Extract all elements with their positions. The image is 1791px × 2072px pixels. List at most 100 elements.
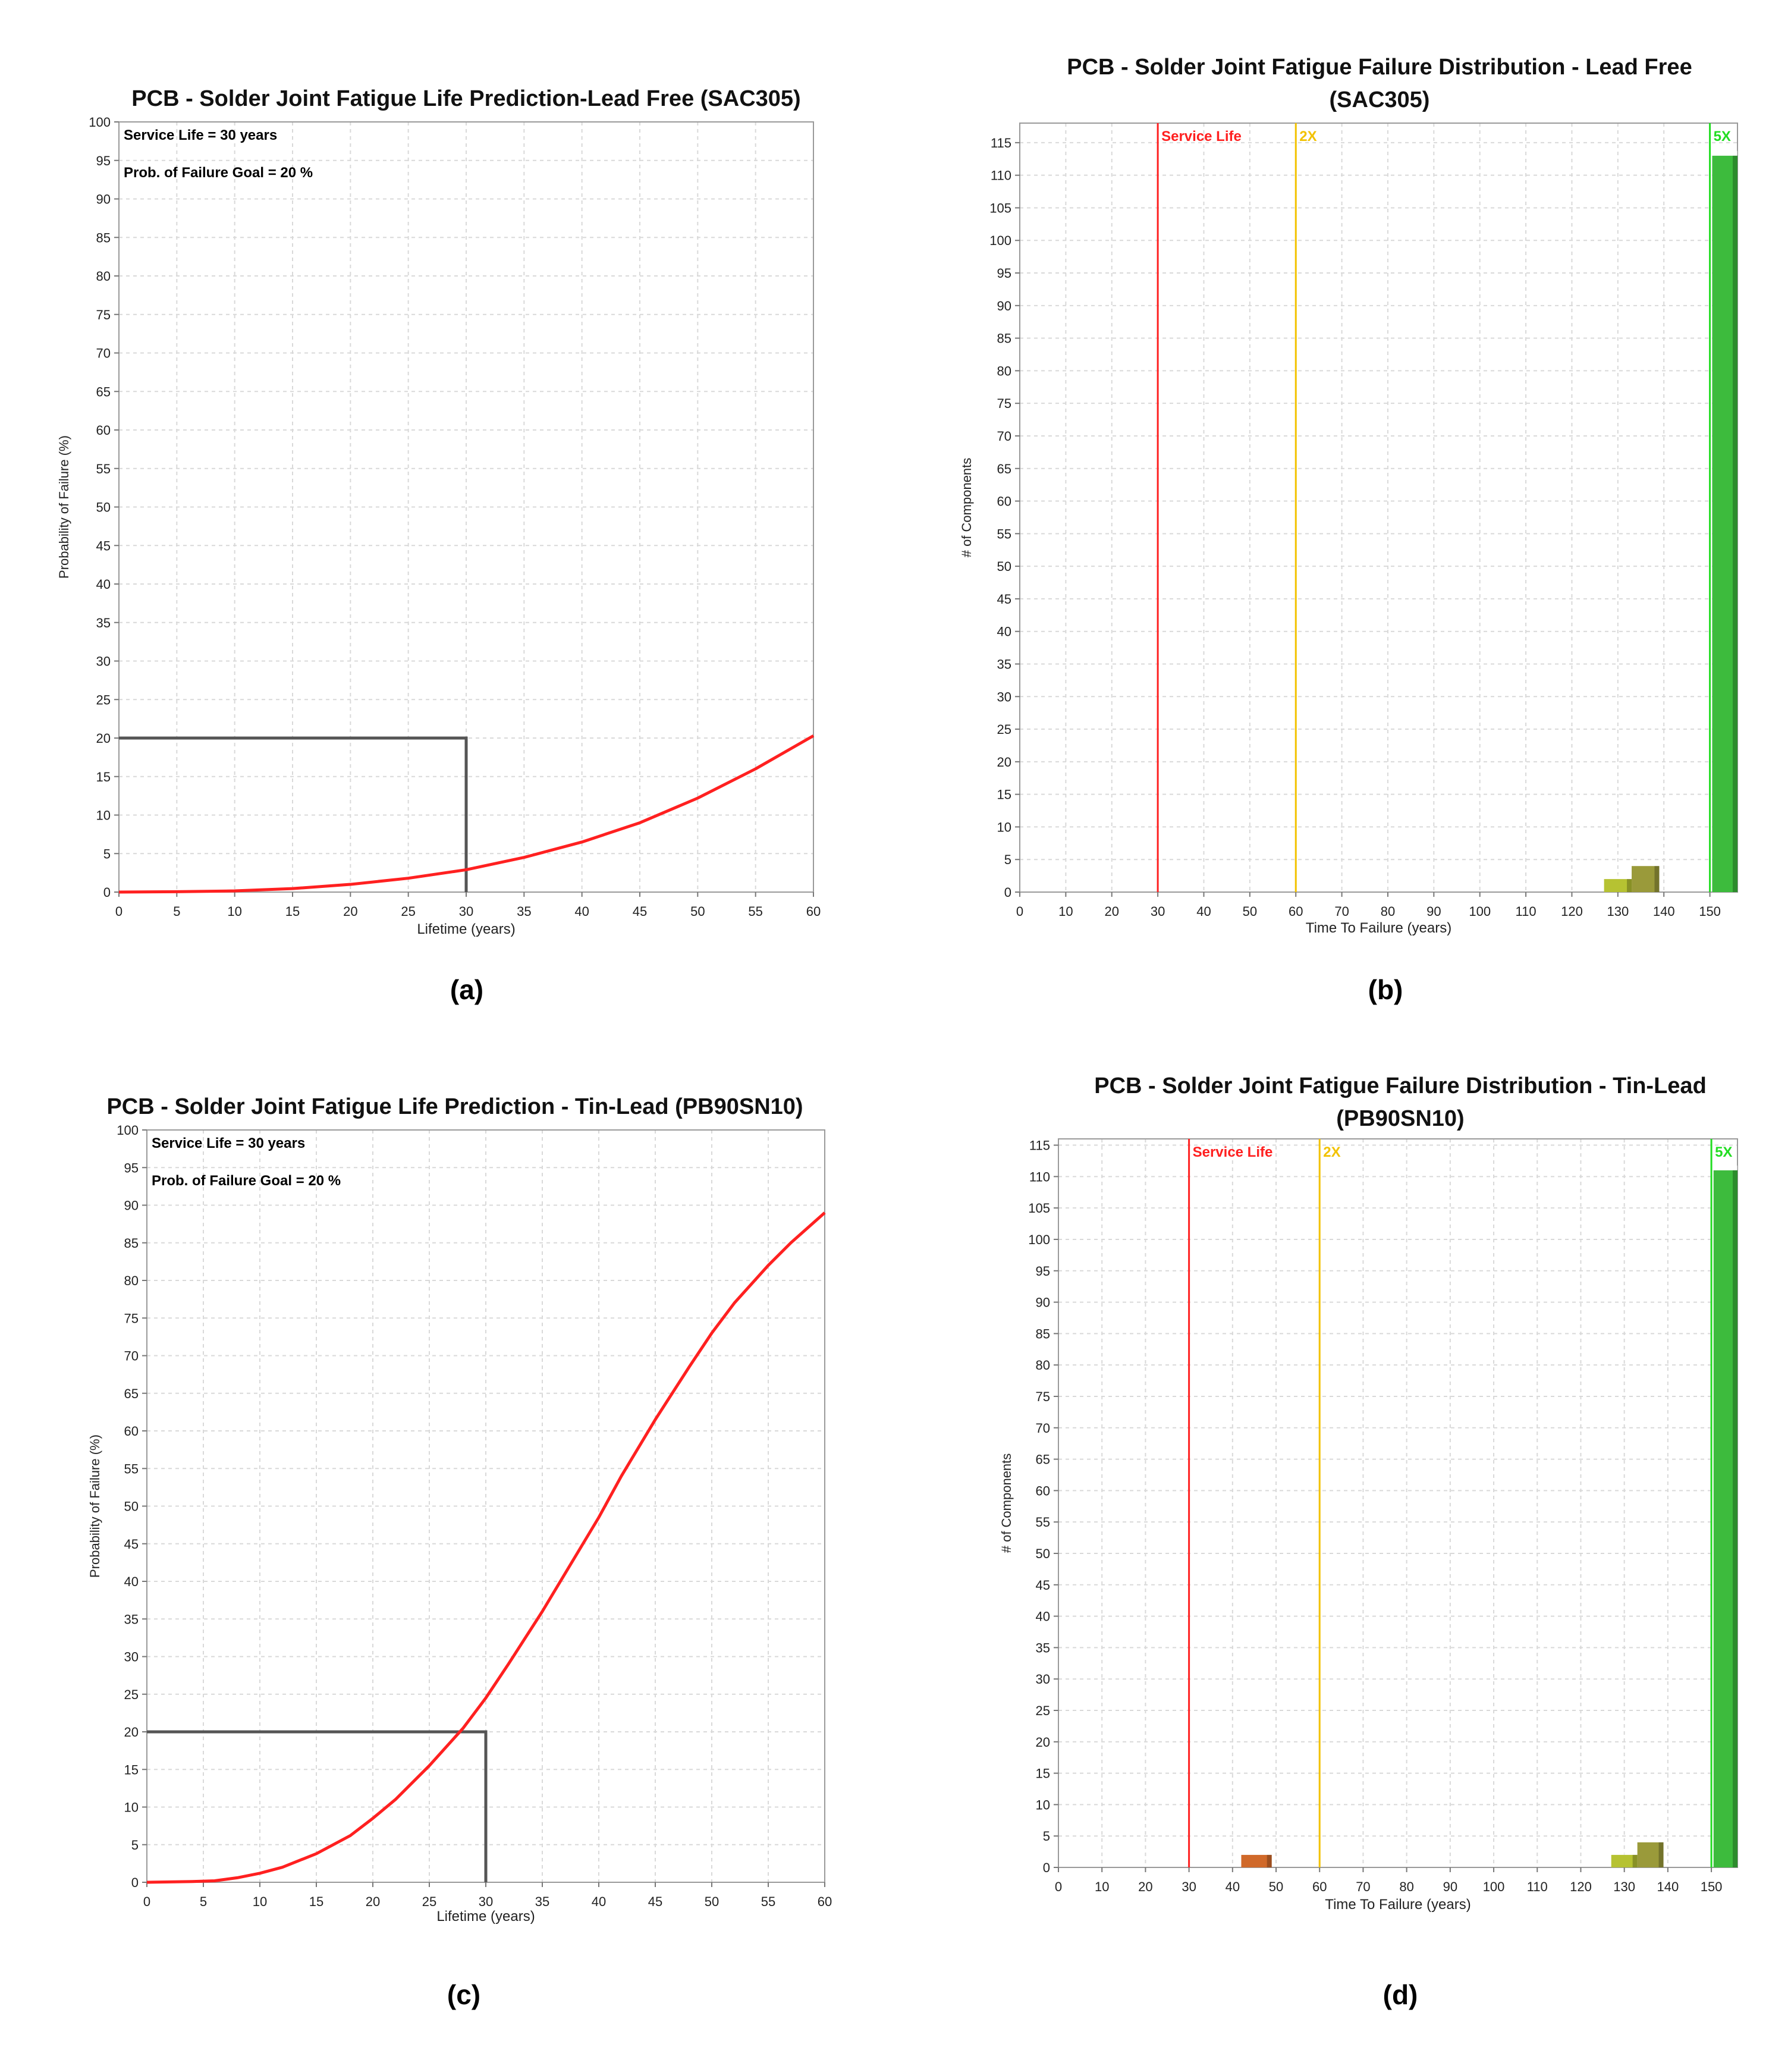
x-tick-label: 140	[1657, 1879, 1679, 1894]
chart-title: PCB - Solder Joint Fatigue Life Predicti…	[106, 1094, 803, 1119]
y-tick-label: 0	[1004, 885, 1011, 900]
y-tick-label: 25	[1036, 1703, 1050, 1718]
y-tick-label: 25	[997, 722, 1011, 737]
y-tick-label: 110	[991, 168, 1011, 183]
bar-shadow	[1627, 879, 1632, 892]
y-tick-label: 5	[131, 1838, 139, 1853]
y-tick-label: 95	[124, 1160, 139, 1175]
x-tick-label: 0	[115, 904, 122, 919]
x-tick-label: 120	[1570, 1879, 1592, 1894]
y-tick-label: 85	[997, 331, 1011, 346]
y-axis-label: # of Components	[999, 1453, 1014, 1553]
chart-title: (PB90SN10)	[1336, 1106, 1464, 1131]
y-tick-label: 85	[1036, 1326, 1050, 1341]
bar-highlight	[1712, 150, 1737, 156]
y-tick-label: 105	[989, 200, 1011, 215]
bar-highlight	[1632, 861, 1660, 867]
y-tick-label: 10	[1036, 1797, 1050, 1812]
threshold-label: 5X	[1714, 128, 1731, 145]
y-tick-label: 75	[1036, 1389, 1050, 1404]
x-tick-label: 50	[1269, 1879, 1283, 1894]
y-tick-label: 25	[96, 692, 111, 707]
histogram-bar	[1712, 155, 1737, 893]
y-tick-label: 95	[1036, 1264, 1050, 1279]
plot-area	[1058, 1139, 1737, 1867]
y-tick-label: 25	[124, 1687, 139, 1702]
annotation-text: Prob. of Failure Goal = 20 %	[124, 165, 313, 181]
x-tick-label: 60	[818, 1894, 832, 1909]
x-tick-label: 40	[574, 904, 589, 919]
x-tick-label: 10	[1058, 904, 1073, 919]
bar-shadow	[1733, 155, 1737, 893]
y-tick-label: 90	[1036, 1295, 1050, 1310]
x-tick-label: 70	[1334, 904, 1349, 919]
x-tick-label: 110	[1516, 904, 1537, 919]
y-tick-label: 40	[1036, 1609, 1050, 1624]
chart-title: (SAC305)	[1330, 87, 1430, 112]
y-tick-label: 65	[1036, 1452, 1050, 1467]
y-tick-label: 95	[997, 266, 1011, 281]
panel-label: (a)	[450, 974, 483, 1005]
x-tick-label: 30	[459, 904, 473, 919]
y-tick-label: 15	[1036, 1766, 1050, 1781]
x-tick-label: 15	[309, 1894, 323, 1909]
y-axis-label: Probability of Failure (%)	[56, 435, 71, 579]
y-tick-label: 45	[1036, 1578, 1050, 1593]
y-tick-label: 100	[1028, 1232, 1050, 1247]
panel-label: (b)	[1368, 974, 1403, 1005]
x-tick-label: 35	[517, 904, 531, 919]
bar-highlight	[1241, 1850, 1272, 1855]
y-tick-label: 65	[997, 462, 1011, 476]
x-axis-label: Time To Failure (years)	[1306, 920, 1451, 936]
bar-highlight	[1637, 1837, 1664, 1842]
x-tick-label: 10	[1095, 1879, 1109, 1894]
y-tick-label: 100	[989, 233, 1011, 248]
histogram-bar	[1632, 866, 1660, 892]
y-tick-label: 70	[96, 346, 111, 361]
y-tick-label: 45	[124, 1537, 139, 1552]
x-tick-label: 90	[1443, 1879, 1457, 1894]
y-tick-label: 100	[89, 115, 111, 130]
x-axis-label: Time To Failure (years)	[1325, 1897, 1470, 1913]
y-tick-label: 10	[96, 808, 111, 823]
y-tick-label: 5	[1004, 852, 1011, 867]
y-tick-label: 50	[124, 1499, 139, 1514]
x-tick-label: 5	[200, 1894, 207, 1909]
y-tick-label: 30	[997, 689, 1011, 704]
x-tick-label: 50	[1243, 904, 1257, 919]
y-tick-label: 100	[117, 1123, 139, 1138]
x-tick-label: 40	[1226, 1879, 1240, 1894]
bar-highlight	[1713, 1165, 1737, 1170]
bar-shadow	[1733, 1170, 1737, 1867]
y-tick-label: 115	[1029, 1138, 1050, 1153]
y-tick-label: 65	[124, 1386, 139, 1401]
y-axis-label: Probability of Failure (%)	[87, 1434, 102, 1578]
x-tick-label: 130	[1607, 904, 1629, 919]
y-tick-label: 30	[124, 1650, 139, 1665]
chart-d: PCB - Solder Joint Fatigue Failure Distr…	[999, 1073, 1738, 2010]
y-tick-label: 5	[1043, 1829, 1050, 1844]
y-tick-label: 40	[96, 577, 111, 592]
x-tick-label: 5	[173, 904, 180, 919]
y-tick-label: 55	[124, 1461, 139, 1476]
x-tick-label: 150	[1699, 904, 1721, 919]
y-tick-label: 35	[1036, 1640, 1050, 1655]
panel-label: (c)	[447, 1979, 480, 2010]
x-tick-label: 55	[748, 904, 762, 919]
x-tick-label: 90	[1426, 904, 1441, 919]
y-tick-label: 90	[96, 192, 111, 207]
panel-label: (d)	[1383, 1979, 1418, 2010]
y-tick-label: 15	[96, 770, 111, 784]
y-tick-label: 40	[997, 624, 1011, 639]
x-tick-label: 50	[705, 1894, 719, 1909]
x-tick-label: 45	[648, 1894, 662, 1909]
x-tick-label: 30	[1182, 1879, 1196, 1894]
y-tick-label: 35	[997, 657, 1011, 671]
y-tick-label: 20	[1036, 1735, 1050, 1750]
y-tick-label: 60	[96, 423, 111, 438]
goal-box	[147, 1730, 488, 1882]
y-tick-label: 90	[997, 299, 1011, 313]
x-tick-label: 55	[761, 1894, 775, 1909]
y-tick-label: 35	[124, 1612, 139, 1627]
